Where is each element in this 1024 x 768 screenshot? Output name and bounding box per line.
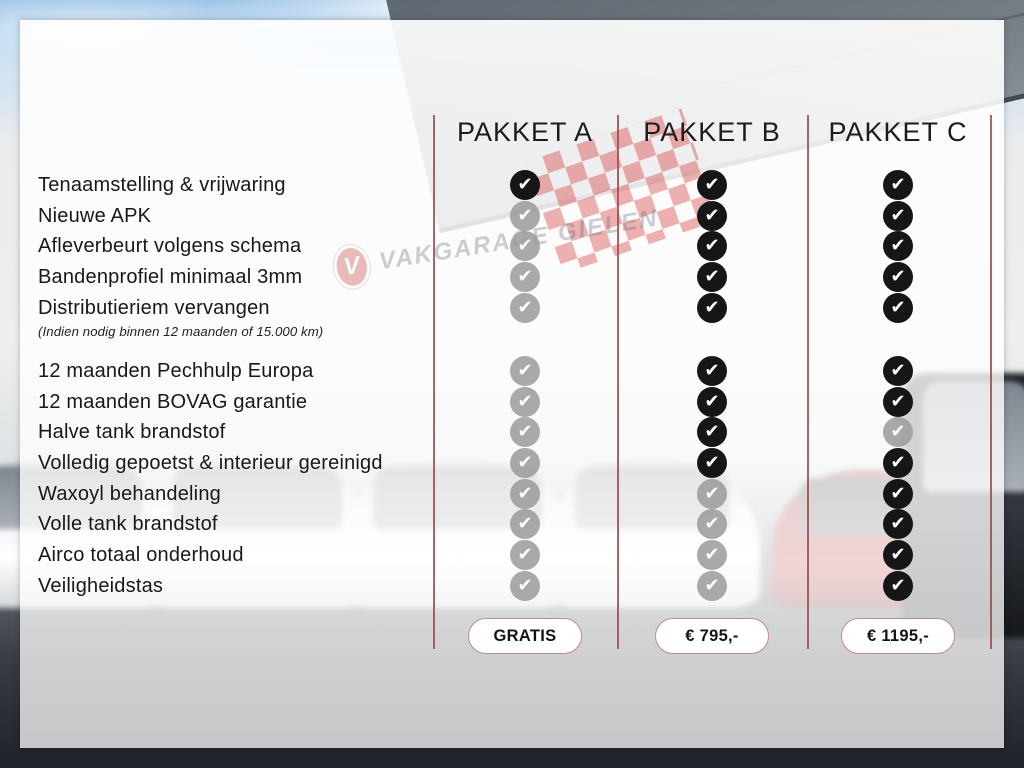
feature-label: Veiligheidstas [38,574,164,597]
feature-note: (Indien nodig binnen 12 maanden of 15.00… [38,324,324,340]
column-divider [807,115,809,649]
feature-row: Volledig gepoetst & interieur gereinigd [38,448,996,479]
feature-label: Volledig gepoetst & interieur gereinigd [38,451,383,474]
feature-label: Bandenprofiel minimaal 3mm [38,265,303,288]
check-icon [697,540,727,571]
feature-label: Distributieriem vervangen [38,296,270,319]
check-icon [697,570,727,601]
feature-label: 12 maanden Pechhulp Europa [38,359,314,382]
check-icon [510,292,540,323]
package-a-price-button[interactable]: GRATIS [468,618,582,654]
feature-row: 12 maanden Pechhulp Europa [38,356,996,387]
check-icon [697,200,727,231]
check-icon [510,170,540,200]
check-icon [510,448,540,479]
package-a-header: PAKKET A [456,117,594,147]
package-c-header: PAKKET C [828,117,968,147]
check-icon [510,200,540,231]
check-icon [883,386,913,417]
feature-row: Veiligheidstas [38,570,996,602]
check-icon [510,262,540,293]
feature-row: 12 maanden BOVAG garantie [38,386,996,418]
check-icon [883,478,913,509]
check-icon [697,292,727,323]
check-icon [697,448,727,479]
feature-label: Halve tank brandstof [38,421,226,444]
feature-label: Airco totaal onderhoud [38,543,244,566]
feature-row: Tenaamstelling & vrijwaring [38,170,996,201]
check-icon [510,386,540,417]
package-b-header: PAKKET B [643,117,781,147]
package-b-price-button[interactable]: € 795,- [655,618,769,654]
check-icon [510,570,540,601]
check-icon [883,509,913,540]
check-icon [883,417,913,448]
check-icon [697,231,727,262]
feature-label: 12 maanden BOVAG garantie [38,390,308,413]
check-icon [697,356,727,386]
check-icon [510,231,540,262]
check-icon [883,448,913,479]
check-icon [697,262,727,293]
check-icon [883,570,913,601]
check-icon [510,478,540,509]
check-icon [510,540,540,571]
feature-row: Afleverbeurt volgens schema [38,231,996,262]
check-icon [883,200,913,231]
feature-label: Waxoyl behandeling [38,482,221,505]
feature-row: Halve tank brandstof [38,417,996,448]
check-icon [510,417,540,448]
package-comparison-card: V VAKGARAGE GIELEN PAKKET A PAKKET B PAK… [20,20,1004,748]
feature-label: Tenaamstelling & vrijwaring [38,173,286,196]
feature-label: Volle tank brandstof [38,513,218,536]
feature-group-top: Tenaamstelling & vrijwaring Nieuwe APK A… [38,170,996,339]
feature-label: Afleverbeurt volgens schema [38,235,302,258]
check-icon [510,356,540,386]
feature-row: Airco totaal onderhoud [38,540,996,571]
feature-label: Nieuwe APK [38,204,152,227]
column-divider [433,115,435,649]
feature-row: Waxoyl behandeling [38,478,996,510]
check-icon [883,292,913,323]
feature-group-bottom: 12 maanden Pechhulp Europa 12 maanden BO… [38,356,996,602]
check-icon [697,386,727,417]
feature-row: Bandenprofiel minimaal 3mm [38,262,996,293]
feature-row: Distributieriem vervangen [38,292,996,324]
check-icon [883,170,913,200]
package-c-price-button[interactable]: € 1195,- [841,618,955,654]
feature-row: Volle tank brandstof [38,509,996,540]
column-divider [617,115,619,649]
check-icon [697,509,727,540]
check-icon [883,356,913,386]
feature-row: Nieuwe APK [38,200,996,232]
check-icon [510,509,540,540]
check-icon [883,540,913,571]
check-icon [697,417,727,448]
check-icon [883,231,913,262]
check-icon [697,170,727,200]
check-icon [883,262,913,293]
column-divider [990,115,992,649]
check-icon [697,478,727,509]
